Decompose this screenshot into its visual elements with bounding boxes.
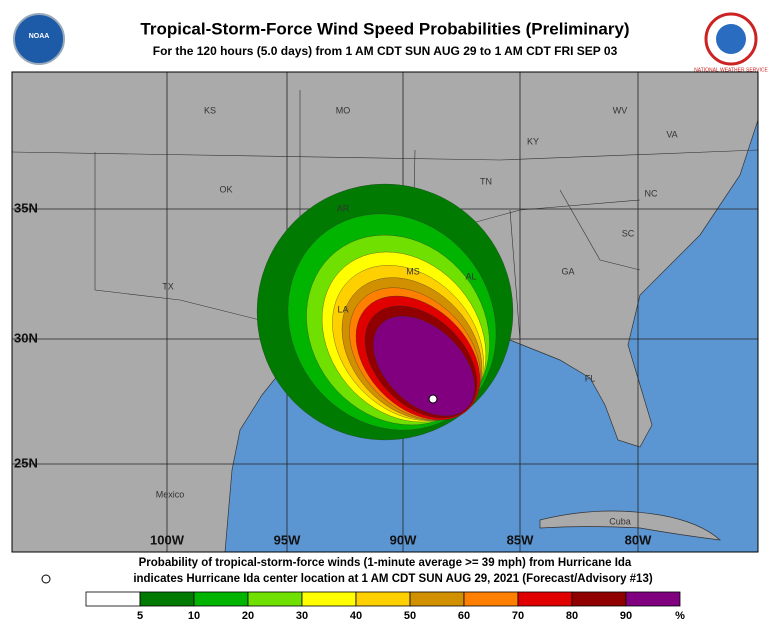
subtitle: For the 120 hours (5.0 days) from 1 AM C… (153, 44, 618, 58)
legend-swatch (247, 591, 303, 607)
longitude-label: 85W (507, 532, 534, 547)
legend-swatch (301, 591, 357, 607)
place-label: GA (561, 266, 574, 276)
legend-swatch (139, 591, 195, 607)
noaa-text: NOAA (29, 33, 50, 40)
probability-swaths (256, 183, 514, 441)
legend-swatch (409, 591, 465, 607)
center-symbol (41, 574, 51, 584)
legend-label: 60 (458, 610, 470, 622)
legend-swatch (463, 591, 519, 607)
place-label: Mexico (156, 489, 185, 499)
nws-text: NATIONAL WEATHER SERVICE (694, 67, 768, 73)
place-label: MO (336, 105, 351, 115)
place-label: TN (480, 176, 492, 186)
map-frame (11, 71, 759, 553)
legend-swatch (85, 591, 141, 607)
legend-label: 20 (242, 610, 254, 622)
latitude-label: 35N (14, 200, 38, 215)
place-label: TX (162, 281, 174, 291)
legend-label: 30 (296, 610, 308, 622)
legend-swatch (193, 591, 249, 607)
place-label: NC (645, 188, 658, 198)
footer-line-1: Probability of tropical-storm-force wind… (139, 557, 632, 569)
legend: 5 10 20 30 40 50 60 70 80 90% (85, 591, 685, 622)
place-label: VA (666, 129, 677, 139)
noaa-logo (13, 13, 65, 65)
place-label: WV (613, 105, 628, 115)
legend-label: % (675, 610, 685, 622)
legend-swatch (517, 591, 573, 607)
latitude-label: 30N (14, 330, 38, 345)
swath (373, 316, 475, 416)
place-label: AL (465, 271, 476, 281)
legend-label: 40 (350, 610, 362, 622)
map: KS MO KY WV VA OK TN NC AR SC MS AL GA TX LA FL Mexico Cu… (11, 71, 759, 553)
place-label: AR (337, 203, 350, 213)
place-label: OK (219, 184, 232, 194)
title: Tropical-Storm-Force Wind Speed Probabil… (140, 19, 629, 38)
cuba-land (539, 510, 722, 541)
nws-logo-inner (716, 24, 746, 54)
longitude-label: 90W (390, 532, 417, 547)
legend-label: 90 (620, 610, 632, 622)
place-label: KY (527, 136, 539, 146)
storm-center (428, 394, 438, 404)
place-labels: KS MO KY WV VA OK TN NC AR SC MS AL GA TX LA FL Mexico Cu… (14, 105, 678, 547)
place-label: FL (585, 373, 596, 383)
longitude-label: 80W (625, 532, 652, 547)
place-label: LA (337, 304, 348, 314)
legend-label: 10 (188, 610, 200, 622)
legend-label: 80 (566, 610, 578, 622)
legend-label: 5 (137, 610, 143, 622)
legend-swatch (355, 591, 411, 607)
longitude-label: 95W (274, 532, 301, 547)
place-label: SC (622, 228, 635, 238)
place-label: Cuba (609, 516, 631, 526)
legend-label: 50 (404, 610, 416, 622)
legend-label: 70 (512, 610, 524, 622)
place-label: KS (204, 105, 216, 115)
legend-swatch (571, 591, 627, 607)
footer-line-2: indicates Hurricane Ida center location … (133, 573, 653, 585)
place-label: MS (406, 266, 420, 276)
longitude-label: 100W (150, 532, 185, 547)
latitude-label: 25N (14, 455, 38, 470)
legend-swatch (625, 591, 681, 607)
